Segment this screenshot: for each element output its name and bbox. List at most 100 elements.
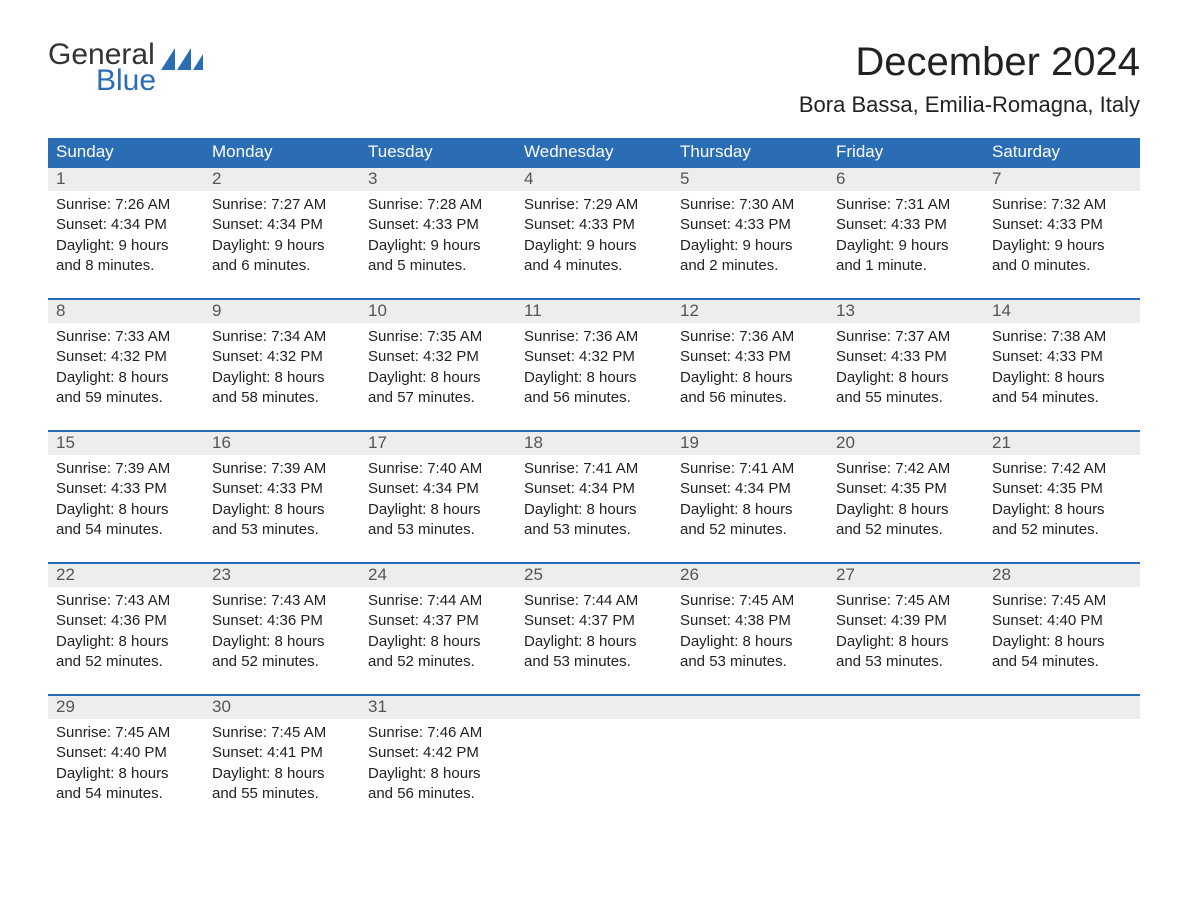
sunset-line: Sunset: 4:33 PM [680, 347, 820, 367]
page-title: December 2024 [799, 40, 1140, 84]
day-number: 5 [672, 168, 828, 191]
daylight-line-2: and 52 minutes. [212, 652, 352, 672]
daylight-line-2: and 54 minutes. [56, 784, 196, 804]
calendar-day [828, 696, 984, 810]
calendar-day: 22Sunrise: 7:43 AMSunset: 4:36 PMDayligh… [48, 564, 204, 678]
day-number-row: 6 [828, 168, 984, 191]
sunrise-line: Sunrise: 7:33 AM [56, 327, 196, 347]
day-number [984, 696, 1140, 719]
sunset-line: Sunset: 4:37 PM [368, 611, 508, 631]
sunrise-line: Sunrise: 7:45 AM [212, 723, 352, 743]
calendar-week: 1 Sunrise: 7:26 AMSunset: 4:34 PM Daylight… [48, 166, 1140, 282]
daylight-line-2: and 53 minutes. [212, 520, 352, 540]
calendar-day: 17Sunrise: 7:40 AMSunset: 4:34 PMDayligh… [360, 432, 516, 546]
daylight-line-1: Daylight: 8 hours [368, 368, 508, 388]
day-number: 8 [48, 300, 204, 323]
calendar-day [984, 696, 1140, 810]
sunset-line: Sunset: 4:35 PM [992, 479, 1132, 499]
day-number: 1 [48, 168, 204, 191]
day-details: Sunrise: 7:45 AMSunset: 4:40 PMDaylight:… [984, 587, 1140, 672]
calendar-day: 27Sunrise: 7:45 AMSunset: 4:39 PMDayligh… [828, 564, 984, 678]
daylight-line-2: and 59 minutes. [56, 388, 196, 408]
daylight-line-1: Daylight: 8 hours [992, 368, 1132, 388]
calendar-day: 2Sunrise: 7:27 AMSunset: 4:34 PMDaylight… [204, 168, 360, 282]
day-number-row [828, 696, 984, 719]
sunrise-line: Sunrise: 7:35 AM [368, 327, 508, 347]
day-details: Sunrise: 7:28 AMSunset: 4:33 PMDaylight:… [360, 191, 516, 276]
sunrise-line: Sunrise: 7:26 AM [56, 195, 196, 215]
daylight-line-1: Daylight: 8 hours [212, 632, 352, 652]
day-details: Sunrise: 7:41 AMSunset: 4:34 PMDaylight:… [672, 455, 828, 540]
day-details: Sunrise: 7:41 AMSunset: 4:34 PMDaylight:… [516, 455, 672, 540]
daylight-line-1: Daylight: 8 hours [212, 500, 352, 520]
day-number: 6 [828, 168, 984, 191]
sunset-line: Sunset: 4:36 PM [56, 611, 196, 631]
sunset-line: Sunset: 4:38 PM [680, 611, 820, 631]
calendar-day: 9Sunrise: 7:34 AMSunset: 4:32 PMDaylight… [204, 300, 360, 414]
day-number-row: 19 [672, 432, 828, 455]
daylight-line-2: and 52 minutes. [56, 652, 196, 672]
calendar-day: 10Sunrise: 7:35 AMSunset: 4:32 PMDayligh… [360, 300, 516, 414]
day-details: Sunrise: 7:45 AMSunset: 4:40 PMDaylight:… [48, 719, 204, 804]
sunrise-line: Sunrise: 7:39 AM [56, 459, 196, 479]
day-details: Sunrise: 7:38 AMSunset: 4:33 PMDaylight:… [984, 323, 1140, 408]
calendar-day: 23Sunrise: 7:43 AMSunset: 4:36 PMDayligh… [204, 564, 360, 678]
day-number-row: 2 [204, 168, 360, 191]
daylight-line-2: and 8 minutes. [56, 256, 196, 276]
sunset-line: Sunset: 4:32 PM [368, 347, 508, 367]
day-details: Sunrise: 7:31 AMSunset: 4:33 PMDaylight:… [828, 191, 984, 276]
calendar-day: 12Sunrise: 7:36 AMSunset: 4:33 PMDayligh… [672, 300, 828, 414]
calendar-day: 26Sunrise: 7:45 AMSunset: 4:38 PMDayligh… [672, 564, 828, 678]
calendar-day: 20Sunrise: 7:42 AMSunset: 4:35 PMDayligh… [828, 432, 984, 546]
sunset-line: Sunset: 4:32 PM [524, 347, 664, 367]
daylight-line-1: Daylight: 9 hours [212, 236, 352, 256]
sunset-line: Sunset: 4:33 PM [836, 215, 976, 235]
day-details: Sunrise: 7:39 AMSunset: 4:33 PMDaylight:… [48, 455, 204, 540]
sunrise-line: Sunrise: 7:45 AM [836, 591, 976, 611]
day-number: 25 [516, 564, 672, 587]
sunset-line: Sunset: 4:34 PM [368, 479, 508, 499]
sunset-line: Sunset: 4:40 PM [56, 743, 196, 763]
day-number [828, 696, 984, 719]
logo: General Blue [48, 40, 203, 96]
day-number-row: 11 [516, 300, 672, 323]
sunrise-line: Sunrise: 7:43 AM [56, 591, 196, 611]
daylight-line-1: Daylight: 8 hours [836, 500, 976, 520]
sunset-line: Sunset: 4:33 PM [992, 215, 1132, 235]
daylight-line-2: and 55 minutes. [836, 388, 976, 408]
calendar: SundayMondayTuesdayWednesdayThursdayFrid… [48, 138, 1140, 810]
day-number: 29 [48, 696, 204, 719]
day-number-row: 29 [48, 696, 204, 719]
day-number-row: 16 [204, 432, 360, 455]
daylight-line-1: Daylight: 8 hours [524, 368, 664, 388]
sunset-line: Sunset: 4:33 PM [680, 215, 820, 235]
sunrise-line: Sunrise: 7:45 AM [992, 591, 1132, 611]
day-number-row: 17 [360, 432, 516, 455]
daylight-line-2: and 4 minutes. [524, 256, 664, 276]
sunrise-line: Sunrise: 7:29 AM [524, 195, 664, 215]
day-number: 26 [672, 564, 828, 587]
calendar-week: 22Sunrise: 7:43 AMSunset: 4:36 PMDayligh… [48, 562, 1140, 678]
daylight-line-1: Daylight: 8 hours [56, 500, 196, 520]
daylight-line-1: Daylight: 8 hours [212, 764, 352, 784]
daylight-line-1: Daylight: 8 hours [524, 500, 664, 520]
day-number-row: 1 [48, 168, 204, 191]
day-number-row: 31 [360, 696, 516, 719]
sunrise-line: Sunrise: 7:41 AM [524, 459, 664, 479]
sunrise-line: Sunrise: 7:27 AM [212, 195, 352, 215]
sunrise-line: Sunrise: 7:39 AM [212, 459, 352, 479]
day-number: 23 [204, 564, 360, 587]
day-details: Sunrise: 7:42 AMSunset: 4:35 PMDaylight:… [828, 455, 984, 540]
sunrise-line: Sunrise: 7:30 AM [680, 195, 820, 215]
sunset-line: Sunset: 4:37 PM [524, 611, 664, 631]
daylight-line-1: Daylight: 8 hours [680, 632, 820, 652]
day-number-row: 14 [984, 300, 1140, 323]
sunset-line: Sunset: 4:34 PM [524, 479, 664, 499]
sunset-line: Sunset: 4:34 PM [56, 215, 196, 235]
day-number: 7 [984, 168, 1140, 191]
daylight-line-1: Daylight: 9 hours [992, 236, 1132, 256]
calendar-day: 19Sunrise: 7:41 AMSunset: 4:34 PMDayligh… [672, 432, 828, 546]
daylight-line-1: Daylight: 9 hours [836, 236, 976, 256]
day-number: 28 [984, 564, 1140, 587]
calendar-day: 30Sunrise: 7:45 AMSunset: 4:41 PMDayligh… [204, 696, 360, 810]
